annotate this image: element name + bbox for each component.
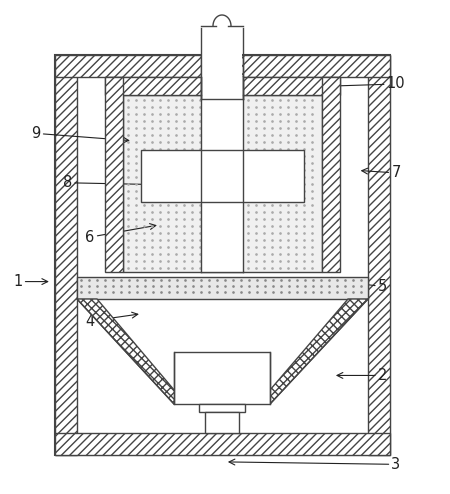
Text: 9: 9 xyxy=(32,126,129,143)
Text: 8: 8 xyxy=(63,175,185,190)
Bar xyxy=(368,55,390,455)
Bar xyxy=(77,277,368,299)
Bar xyxy=(55,55,77,455)
Text: 10: 10 xyxy=(324,77,405,91)
Polygon shape xyxy=(77,299,186,404)
Text: 2: 2 xyxy=(337,368,387,383)
Bar xyxy=(202,26,242,100)
Bar xyxy=(105,77,123,272)
Bar xyxy=(55,55,390,455)
Bar xyxy=(141,150,304,202)
Bar xyxy=(55,433,390,455)
Text: 5: 5 xyxy=(326,278,387,294)
Bar xyxy=(322,77,340,272)
Bar xyxy=(55,55,390,77)
Bar xyxy=(201,95,243,272)
Bar xyxy=(77,77,368,433)
Bar xyxy=(123,95,322,272)
Bar xyxy=(201,77,243,95)
Polygon shape xyxy=(258,299,368,404)
Bar xyxy=(199,404,245,412)
Text: 6: 6 xyxy=(86,224,156,245)
Bar xyxy=(105,77,340,95)
Bar xyxy=(174,352,270,404)
Text: 4: 4 xyxy=(86,312,138,329)
Text: 1: 1 xyxy=(14,274,48,289)
Bar xyxy=(205,412,239,433)
Bar xyxy=(201,55,243,77)
Text: 7: 7 xyxy=(362,165,400,180)
Text: 3: 3 xyxy=(229,457,400,472)
Polygon shape xyxy=(77,299,368,404)
